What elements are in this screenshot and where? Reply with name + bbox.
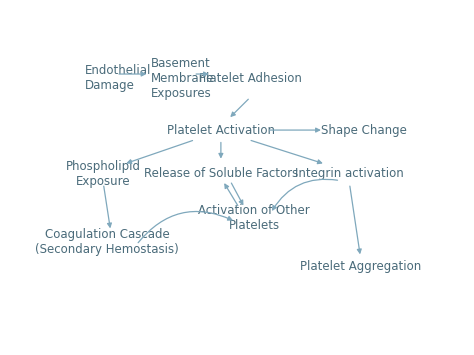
- Text: Platelet Adhesion: Platelet Adhesion: [199, 72, 302, 84]
- Text: Release of Soluble Factors: Release of Soluble Factors: [144, 167, 298, 180]
- Text: Platelet Activation: Platelet Activation: [167, 124, 275, 137]
- Text: Activation of Other
Platelets: Activation of Other Platelets: [198, 203, 310, 231]
- Text: Coagulation Cascade
(Secondary Hemostasis): Coagulation Cascade (Secondary Hemostasi…: [35, 228, 179, 256]
- Text: Endothelial
Damage: Endothelial Damage: [85, 64, 151, 92]
- Text: Platelet Aggregation: Platelet Aggregation: [300, 260, 421, 273]
- Text: Basement
Membrane
Exposures: Basement Membrane Exposures: [151, 57, 214, 100]
- Text: Integrin activation: Integrin activation: [295, 167, 404, 180]
- Text: Phospholipid
Exposure: Phospholipid Exposure: [66, 160, 141, 188]
- Text: Shape Change: Shape Change: [321, 124, 407, 137]
